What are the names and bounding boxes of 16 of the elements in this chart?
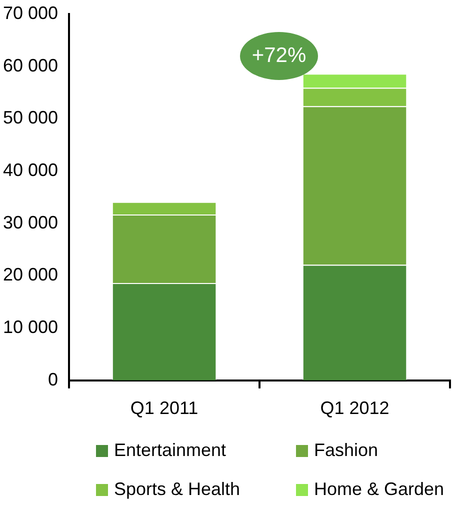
x-tick-label: Q1 2012 [320,398,390,418]
y-tick-label: 40 000 [2,160,58,180]
y-tick-label: 20 000 [2,264,58,285]
annotation: +72% [252,44,306,68]
y-tick-label: 30 000 [2,212,58,232]
legend-label: Fashion [314,440,378,461]
y-tick-label: 10 000 [2,317,58,338]
legend-label: Sports & Health [114,479,240,500]
y-tick-label: 60 000 [2,55,58,76]
x-tick-label: Q1 2011 [130,398,198,418]
oval-badge: +72% [240,32,318,80]
y-tick-label: 70 000 [2,2,58,23]
y-tick-label: 0 [48,369,58,390]
y-tick-label: 50 000 [2,108,58,128]
legend-label: Home & Garden [314,479,444,500]
legend-label: Entertainment [114,440,226,461]
